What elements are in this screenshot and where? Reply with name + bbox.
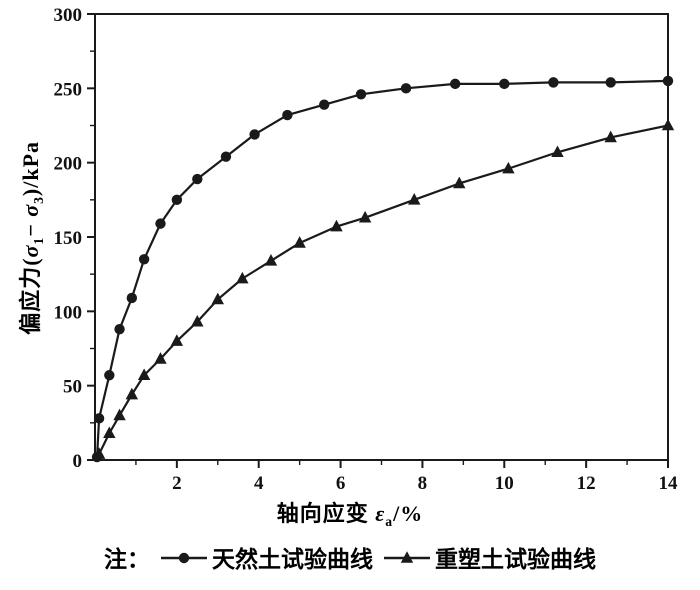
plot-frame bbox=[94, 13, 669, 461]
svg-text:300: 300 bbox=[54, 5, 83, 26]
sigma1-subscript: 1 bbox=[30, 236, 46, 245]
legend-prefix: 注： bbox=[104, 547, 150, 572]
series-1 bbox=[92, 118, 675, 459]
svg-text:0: 0 bbox=[73, 451, 83, 472]
epsilon-symbol: ε bbox=[375, 501, 386, 526]
triangle-marker-icon bbox=[384, 551, 430, 563]
legend-item-natural-soil: 天然土试验曲线 bbox=[160, 540, 373, 574]
svg-text:2: 2 bbox=[172, 473, 182, 494]
y-axis-title: 偏应力(σ1− σ3)/kPa bbox=[13, 28, 47, 448]
svg-text:4: 4 bbox=[254, 473, 264, 494]
epsilon-subscript: a bbox=[385, 513, 394, 529]
svg-text:10: 10 bbox=[495, 473, 514, 494]
chart-canvas: 2 4 6 8 10 12 14 0 50 100 150 200 250 300 bbox=[54, 5, 679, 494]
x-axis-unit: /% bbox=[393, 501, 424, 526]
sigma3-symbol: σ bbox=[18, 203, 44, 217]
svg-text:100: 100 bbox=[54, 302, 83, 323]
svg-text:250: 250 bbox=[54, 79, 83, 100]
legend-label-natural-soil: 天然土试验曲线 bbox=[212, 547, 373, 572]
svg-text:150: 150 bbox=[54, 228, 83, 249]
svg-text:12: 12 bbox=[577, 473, 596, 494]
svg-text:6: 6 bbox=[336, 473, 346, 494]
x-axis-title: 轴向应变 εa/% bbox=[0, 496, 700, 530]
sigma1-symbol: σ bbox=[18, 244, 44, 258]
sigma3-subscript: 3 bbox=[30, 196, 46, 204]
legend-label-remolded-soil: 重塑土试验曲线 bbox=[435, 547, 596, 572]
svg-text:50: 50 bbox=[63, 377, 82, 398]
svg-text:8: 8 bbox=[418, 473, 428, 494]
circle-marker-icon bbox=[161, 552, 207, 564]
legend-item-remolded-soil: 重塑土试验曲线 bbox=[383, 540, 596, 574]
y-axis-label-text: 偏应力( bbox=[18, 257, 44, 335]
series-0 bbox=[91, 75, 674, 463]
x-axis-label-text: 轴向应变 bbox=[276, 501, 376, 526]
legend: 注： 天然土试验曲线 重塑土试验曲线 bbox=[0, 540, 700, 574]
minus-sign: − bbox=[18, 216, 44, 237]
svg-text:14: 14 bbox=[659, 473, 679, 494]
y-axis-unit: )/kPa bbox=[18, 140, 44, 197]
svg-text:200: 200 bbox=[54, 154, 83, 175]
